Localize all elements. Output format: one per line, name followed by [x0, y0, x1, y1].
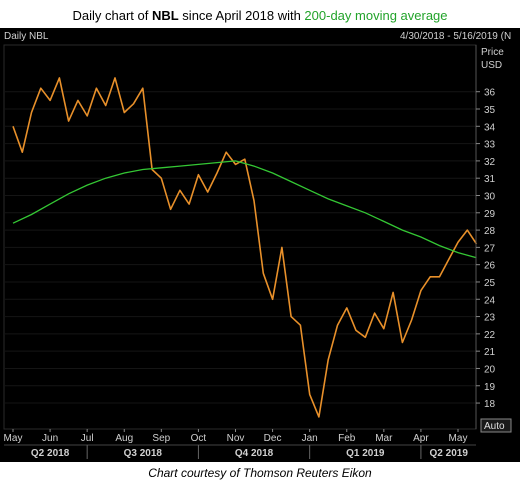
panel-name: Daily NBL [4, 31, 49, 42]
x-tick-label: Jun [42, 433, 58, 444]
axis-title-price: Price [481, 47, 504, 58]
moving-average-line [12, 160, 477, 259]
y-tick-label: 19 [484, 382, 496, 393]
x-tick-label: May [4, 433, 23, 444]
quarter-label: Q2 2019 [430, 448, 469, 459]
price-series-line [12, 77, 478, 418]
x-tick-label: Jan [302, 433, 318, 444]
y-tick-label: 35 [484, 105, 496, 116]
x-tick-label: Mar [375, 433, 393, 444]
y-tick-label: 29 [484, 209, 496, 220]
axis-title-currency: USD [481, 60, 502, 71]
x-tick-label: Jul [81, 433, 94, 444]
x-tick-label: Feb [338, 433, 356, 444]
y-tick-label: 33 [484, 140, 496, 151]
x-tick-label: Apr [413, 433, 429, 444]
y-tick-label: 21 [484, 347, 496, 358]
y-tick-label: 27 [484, 243, 496, 254]
price-chart: 18 19 20 21 22 23 24 25 26 27 28 29 30 31 32 33 34 35 36 M… [0, 28, 520, 462]
date-range: 4/30/2018 - 5/16/2019 (N [400, 31, 511, 42]
y-tick-label: 36 [484, 88, 496, 99]
auto-button[interactable]: Auto [480, 418, 512, 433]
quarter-label: Q2 2018 [31, 448, 70, 459]
quarter-label: Q1 2019 [346, 448, 385, 459]
x-tick-label: Sep [152, 433, 170, 444]
x-tick-label: Oct [191, 433, 207, 444]
chart-credit: Chart courtesy of Thomson Reuters Eikon [148, 466, 372, 480]
quarter-label: Q4 2018 [235, 448, 274, 459]
x-tick-label: Aug [115, 433, 133, 444]
y-tick-label: 28 [484, 226, 496, 237]
y-tick-label: 34 [484, 122, 496, 133]
y-tick-label: 18 [484, 399, 496, 410]
y-tick-label: 30 [484, 191, 496, 202]
y-tick-label: 31 [484, 174, 496, 185]
y-tick-label: 22 [484, 330, 496, 341]
y-tick-label: 20 [484, 364, 496, 375]
x-tick-label: May [449, 433, 468, 444]
auto-button-label: Auto [484, 421, 505, 432]
y-tick-label: 24 [484, 295, 496, 306]
x-tick-label: Nov [227, 433, 245, 444]
y-tick-label: 23 [484, 313, 496, 324]
y-tick-label: 26 [484, 261, 496, 272]
chart-title: Daily chart of NBL since April 2018 with… [72, 8, 448, 23]
quarter-label: Q3 2018 [124, 448, 163, 459]
y-tick-label: 25 [484, 278, 496, 289]
y-tick-label: 32 [484, 157, 496, 168]
x-tick-label: Dec [264, 433, 282, 444]
